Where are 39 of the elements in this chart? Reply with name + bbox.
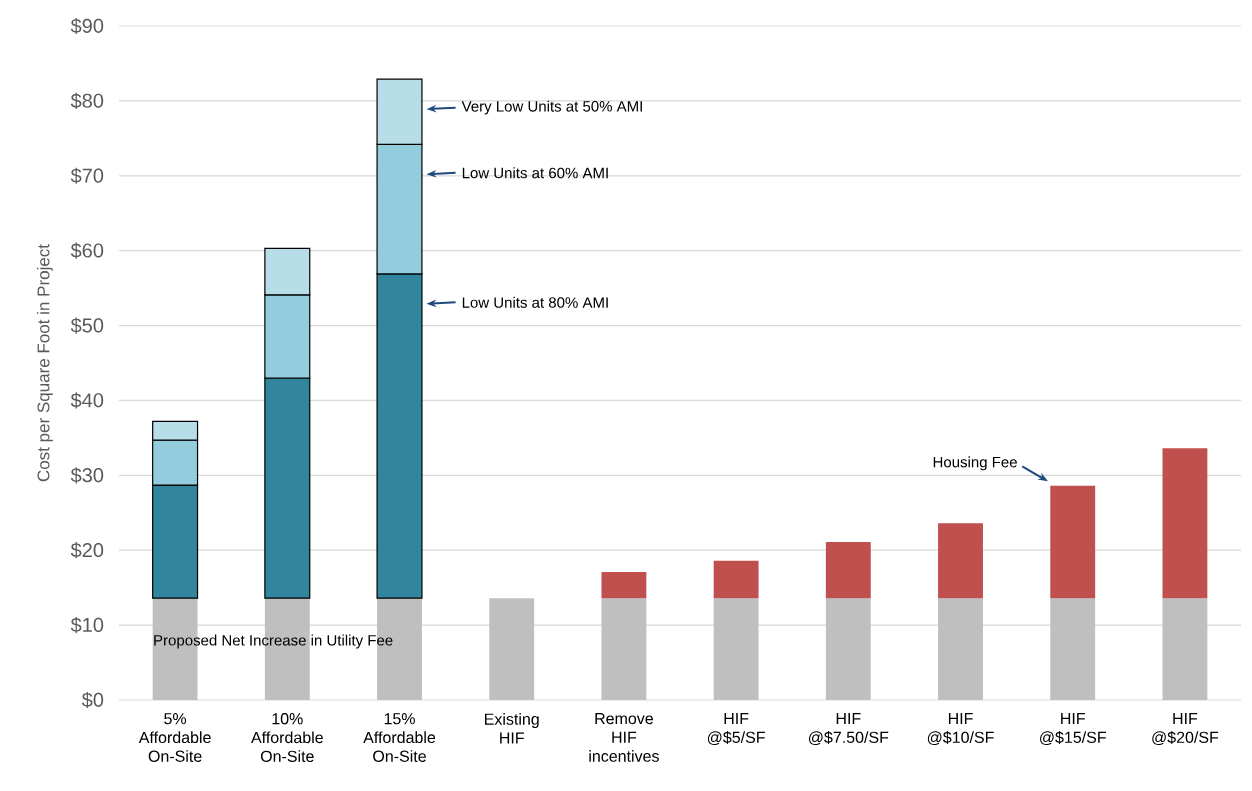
text: Low Units at 80% AMI bbox=[462, 296, 608, 308]
x-tick-label: 5% Affordable On-Site bbox=[138, 713, 211, 762]
y-tick-label: $40 bbox=[70, 392, 104, 409]
y-tick-label: $20 bbox=[70, 542, 104, 559]
bar bbox=[1162, 598, 1208, 700]
y-tick-label: $80 bbox=[70, 92, 104, 109]
y-tick-label: $60 bbox=[70, 242, 104, 259]
bar bbox=[938, 523, 983, 599]
y-tick-label: $30 bbox=[70, 467, 104, 484]
series-label: Proposed Net Increase in Utility Fee bbox=[154, 634, 393, 649]
y-axis-title: Cost per Square Foot in Project bbox=[36, 244, 53, 482]
y-tick-label: $90 bbox=[70, 17, 104, 35]
bar bbox=[601, 571, 647, 599]
x-tick-label: HIF @$10/SF bbox=[927, 713, 994, 746]
text: Low Units at 60% AMI bbox=[462, 167, 608, 179]
x-tick-label: 15% Affordable On-Site bbox=[363, 713, 436, 762]
x-tick-label: 10% Affordable On-Site bbox=[251, 713, 323, 762]
bar bbox=[713, 560, 759, 599]
bar bbox=[825, 598, 871, 700]
y-tick-label: $70 bbox=[70, 167, 104, 184]
x-tick-label: Existing HIF bbox=[485, 713, 539, 744]
x-tick-label: HIF @$20/SF bbox=[1152, 713, 1219, 746]
x-tick-label: HIF @$15/SF bbox=[1040, 713, 1106, 746]
y-tick-label: $10 bbox=[70, 617, 104, 634]
bar bbox=[1050, 598, 1096, 700]
text: Housing Fee bbox=[933, 456, 1017, 471]
x-tick-label: Remove HIF incentives bbox=[589, 713, 659, 762]
bar bbox=[713, 598, 759, 700]
text: Very Low Units at 50% AMI bbox=[461, 100, 642, 115]
bar bbox=[825, 541, 871, 599]
x-tick-label: HIF @$5/SF bbox=[707, 713, 765, 746]
bar bbox=[1050, 485, 1096, 599]
bar bbox=[489, 598, 535, 700]
bar bbox=[938, 598, 983, 700]
y-tick-label: $50 bbox=[70, 317, 104, 334]
x-tick-label: HIF @$7.50/SF bbox=[808, 713, 889, 746]
bar bbox=[1162, 448, 1208, 599]
y-tick-label: $0 bbox=[81, 691, 104, 709]
bar bbox=[601, 598, 647, 700]
